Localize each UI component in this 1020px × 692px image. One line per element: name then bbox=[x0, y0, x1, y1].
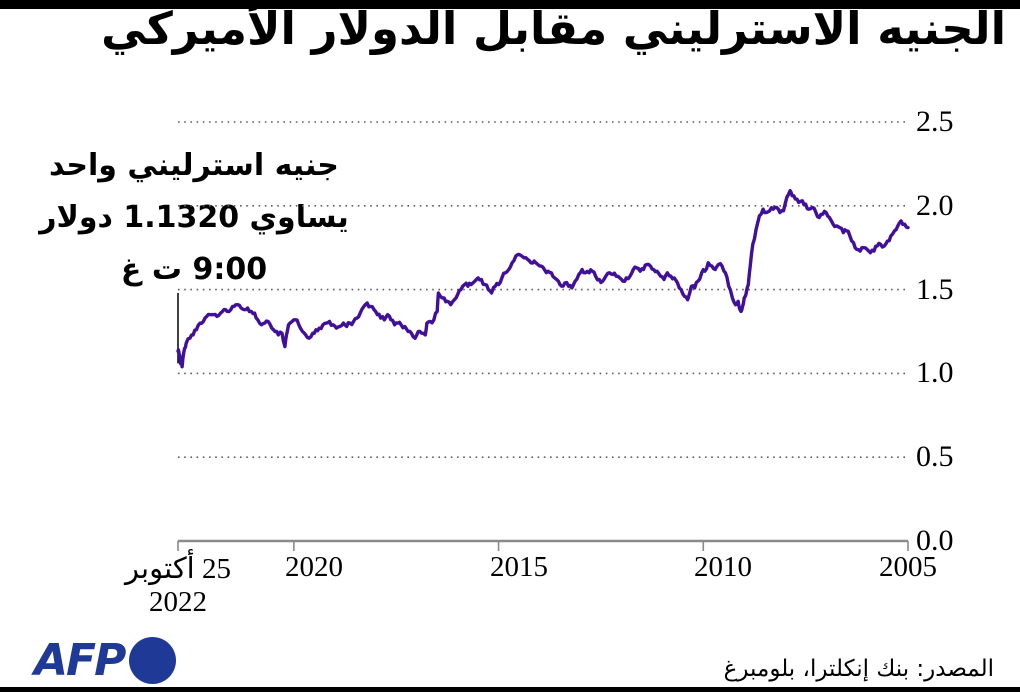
afp-logo: AFP bbox=[34, 634, 177, 686]
afp-logo-circle bbox=[129, 637, 177, 684]
y-axis-label: 1.0 bbox=[916, 356, 954, 389]
top-border-bar bbox=[0, 0, 1020, 9]
y-axis-label: 0.5 bbox=[916, 440, 954, 473]
x-axis-label-date-line1: 25 أكتوبر bbox=[125, 553, 231, 585]
gbp-usd-price-line bbox=[176, 189, 910, 369]
chart-title: الجنيه الاسترليني مقابل الدولار الأميركي bbox=[101, 2, 1006, 55]
y-axis-label: 0.0 bbox=[916, 524, 954, 557]
y-axis-label: 2.5 bbox=[916, 105, 954, 138]
y-axis-label: 2.0 bbox=[916, 189, 954, 222]
x-axis-label: 2010 bbox=[694, 551, 752, 583]
afp-logo-text: AFP bbox=[34, 634, 126, 686]
annotation-line-1: جنيه استرليني واحد bbox=[49, 148, 339, 183]
current-value-annotation: جنيه استرليني واحد يساوي 1.1320 دولار 9:… bbox=[28, 140, 360, 296]
x-axis-label-date: 25 أكتوبر 2022 bbox=[98, 551, 258, 619]
x-axis-label: 2005 bbox=[879, 551, 937, 583]
annotation-line-2: يساوي 1.1320 دولار bbox=[39, 200, 349, 235]
x-axis-label-date-line2: 2022 bbox=[149, 586, 207, 618]
x-axis-label: 2020 bbox=[285, 551, 343, 583]
annotation-line-3: 9:00 ت غ bbox=[120, 252, 268, 287]
bottom-border-bar bbox=[0, 687, 1020, 692]
y-axis-label: 1.5 bbox=[916, 273, 954, 306]
source-credit: المصدر: بنك إنكلترا، بلومبرغ bbox=[723, 656, 994, 682]
x-axis-label: 2015 bbox=[490, 551, 548, 583]
